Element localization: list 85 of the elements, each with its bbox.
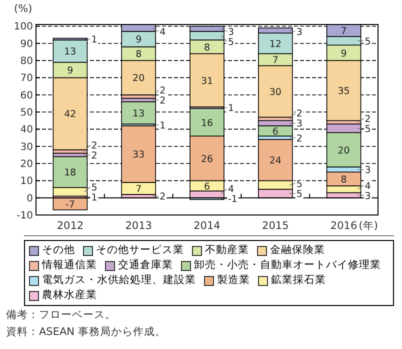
data-label: 3 [228,27,234,38]
data-label: 7 [272,55,278,66]
data-label: 24 [269,156,282,167]
data-label: 2 [296,108,302,120]
data-label: 20 [132,73,145,84]
data-label: 5 [296,179,302,190]
x-tick-label: 2014 [194,220,221,232]
y-tick-label: 30 [20,142,33,153]
data-label: 31 [200,76,214,87]
data-label: 3 [364,165,371,176]
x-tick-label: 2012 [56,220,84,232]
y-tick-label: 40 [20,124,33,136]
data-label: 9 [67,65,74,76]
data-label: 5 [228,37,234,48]
data-label: 4 [228,184,234,196]
x-tick-label: 2015 [262,220,289,232]
y-tick-label: 20 [20,159,33,170]
y-tick-label: 60 [20,90,33,102]
data-label: 35 [338,86,350,98]
data-label: 26 [200,154,214,165]
legend-label: 鉱業採石業 [271,273,326,288]
data-label: 1 [91,34,98,46]
data-label: 9 [340,48,347,60]
legend-label: 不動産業 [205,243,249,258]
y-tick-label: 80 [20,56,33,68]
y-tick-label: 90 [20,38,33,50]
data-label: 6 [272,126,278,138]
data-label: 8 [136,49,142,60]
text: 資料：ASEAN 事務局から作成。 [6,325,166,339]
data-label: 16 [200,118,214,129]
data-label: 2 [91,140,98,152]
y-tick-label: 10 [20,176,33,188]
data-label: 3 [296,118,302,130]
data-label: 2 [160,86,166,97]
x-tick-label: 2016 [330,220,358,232]
data-label: 12 [269,38,282,50]
y-tick-label: 0 [26,193,33,204]
y-tick-label: 50 [20,108,33,119]
data-label: 4 [160,27,166,38]
data-label: 7 [136,184,142,195]
data-label: 8 [204,42,210,54]
data-label: 9 [136,34,142,46]
data-label: 1 [228,103,234,114]
data-label: -1 [228,194,238,206]
legend-label: その他サービス業 [96,243,184,258]
data-label: 1 [91,192,98,204]
data-label: 2 [364,114,371,125]
legend-label: 製造業 [217,273,250,288]
x-axis-title: (年) [358,220,378,232]
data-label: 2 [296,133,302,144]
data-label: 13 [64,46,76,58]
y-tick-label: -10 [16,210,33,222]
data-label: 3 [296,27,302,38]
data-label: 42 [64,109,76,120]
text: 備考：フローベース。 [6,308,116,322]
data-label: 2 [91,150,98,162]
y-tick-label: 70 [20,73,33,84]
data-label: 5 [91,182,98,194]
data-label: 5 [296,189,302,200]
legend-label: 農林水産業 [42,288,97,303]
data-label: 5 [364,36,371,48]
data-label: 2 [160,192,166,203]
data-label: -7 [65,199,75,210]
legend-label: 電気ガス・水供給処理、建設業 [42,273,196,288]
y-axis-title: (%) [14,3,32,15]
legend-label: その他 [42,243,75,258]
legend-label: 交通倉庫業 [118,258,173,273]
data-label: 18 [64,168,76,179]
data-label: 7 [340,26,347,38]
data-label: 8 [340,174,347,186]
legend-label: 卸売・小売・自動車オートバイ修理業 [194,258,381,273]
data-label: 13 [132,108,145,120]
x-tick-label: 2013 [125,220,152,232]
data-label: 6 [204,181,210,192]
data-label: 2 [160,96,166,107]
data-label: 33 [132,150,145,161]
y-tick-label: 100 [14,22,33,33]
data-label: 5 [364,124,371,135]
legend-label: 情報通信業 [42,258,97,273]
data-label: 1 [160,120,166,132]
data-label: 30 [269,86,282,98]
data-label: 4 [364,180,371,192]
data-label: 3 [364,190,371,202]
legend-label: 金融保険業 [270,243,325,258]
data-label: 20 [338,145,350,156]
